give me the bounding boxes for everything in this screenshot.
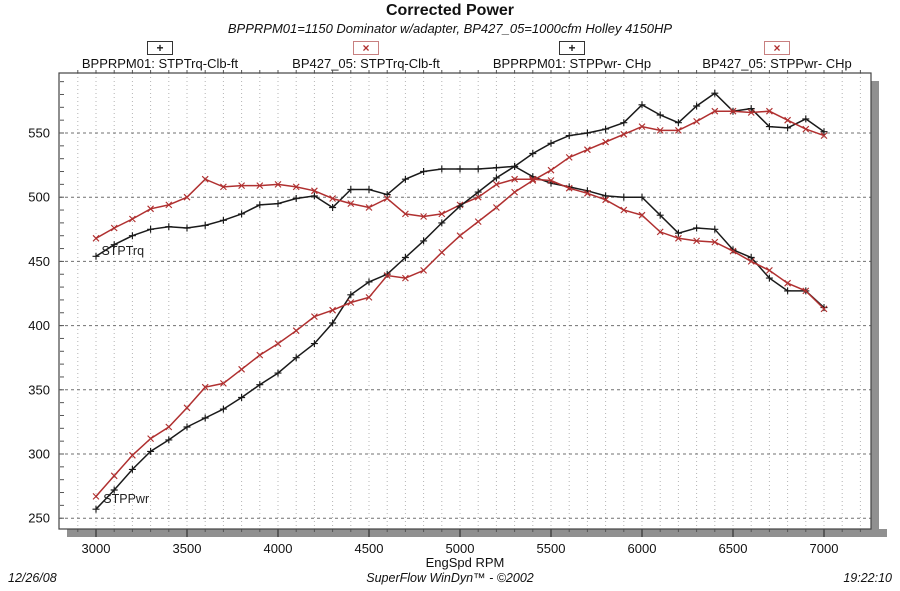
plus-marker-icon: +	[156, 41, 164, 55]
y-tick-label: 350	[28, 382, 50, 397]
legend-item-bpprpm01-power: + BPPRPM01: STPPwr- CHp	[462, 41, 682, 71]
cross-markers	[92, 175, 828, 313]
chart-title: Corrected Power	[385, 2, 515, 19]
x-tick-label: 5000	[446, 541, 475, 556]
plus-marker-icon: +	[568, 41, 576, 55]
cross-markers	[92, 107, 828, 500]
plus-markers	[92, 162, 828, 312]
legend-marker-box: ×	[353, 41, 379, 55]
axis-labels: 250 300 350 400 450 500 550 3000 3500 4000 4500 500…	[28, 126, 838, 571]
legend-item-label: BP427_05: STPPwr- CHp	[702, 56, 852, 71]
cross-marker-icon: ×	[773, 41, 781, 55]
x-tick-label: 5500	[537, 541, 566, 556]
plot-frame	[58, 72, 872, 530]
curve-label: STPPwr	[103, 492, 149, 506]
footer-brand: SuperFlow WinDyn™ - ©2002	[366, 571, 534, 585]
series-BPPRPM01-STPTrq-Clb-ft	[92, 162, 828, 312]
legend-item-label: BPPRPM01: STPTrq-Clb-ft	[81, 56, 239, 71]
x-tick-label: 6500	[719, 541, 748, 556]
y-tick-label: 550	[28, 126, 50, 141]
plot-background	[59, 73, 871, 529]
curve-annotations: STPTrq STPPwr	[101, 244, 149, 506]
legend-item-bp427-torque: × BP427_05: STPTrq-Clb-ft	[256, 41, 476, 71]
report-date: 12/26/08	[8, 571, 57, 585]
cross-marker-icon: ×	[362, 41, 370, 55]
legend-item-label: BP427_05: STPTrq-Clb-ft	[292, 56, 440, 71]
x-tick-label: 4000	[264, 541, 293, 556]
x-tick-label: 7000	[810, 541, 839, 556]
series-BPPRPM01-STPPwr-CHp	[92, 89, 828, 513]
series-BP427-05-STPPwr-CHp	[92, 107, 828, 500]
y-tick-label: 400	[28, 318, 50, 333]
y-tick-label: 250	[28, 511, 50, 526]
x-tick-label: 3000	[82, 541, 111, 556]
x-tick-label: 6000	[628, 541, 657, 556]
legend-item-label: BPPRPM01: STPPwr- CHp	[492, 56, 652, 71]
report-time: 19:22:10	[843, 571, 892, 585]
x-tick-label: 3500	[173, 541, 202, 556]
y-tick-label: 300	[28, 447, 50, 462]
legend-item-bp427-power: × BP427_05: STPPwr- CHp	[667, 41, 887, 71]
legend-item-bpprpm01-torque: + BPPRPM01: STPTrq-Clb-ft	[50, 41, 270, 71]
plus-markers	[92, 89, 828, 513]
chart-subtitle: BPPRPM01=1150 Dominator w/adapter, BP427…	[227, 21, 673, 36]
legend-marker-box: +	[147, 41, 173, 55]
curve-label: STPTrq	[101, 244, 144, 258]
plot-shadow	[67, 81, 887, 537]
legend-marker-box: +	[559, 41, 585, 55]
x-axis-title: EngSpd RPM	[426, 555, 505, 570]
y-tick-label: 500	[28, 190, 50, 205]
legend: + BPPRPM01: STPTrq-Clb-ft × BP427_05: ST…	[0, 41, 900, 73]
y-tick-label: 450	[28, 254, 50, 269]
x-tick-label: 4500	[355, 541, 384, 556]
legend-marker-box: ×	[764, 41, 790, 55]
